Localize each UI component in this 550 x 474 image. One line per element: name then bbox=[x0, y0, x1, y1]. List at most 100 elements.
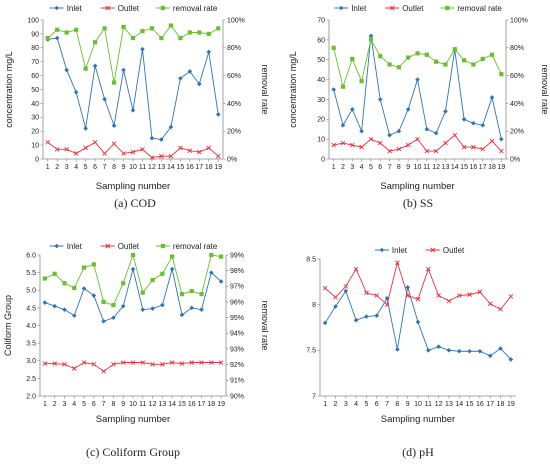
y-tick-label: 5.5 bbox=[26, 270, 36, 277]
y-tick-label: 40 bbox=[31, 101, 39, 108]
chart-caption: (d) pH bbox=[402, 445, 434, 459]
x-tick-label: 5 bbox=[369, 164, 373, 171]
x-tick-label: 6 bbox=[378, 164, 382, 171]
data-point bbox=[140, 46, 145, 52]
y-tick-label: 8 bbox=[312, 302, 316, 309]
data-point bbox=[73, 151, 79, 156]
data-point bbox=[340, 84, 346, 89]
y2-tick-label: 20% bbox=[227, 129, 241, 136]
y2-tick-label: 95% bbox=[230, 315, 244, 322]
data-point bbox=[487, 301, 493, 307]
x-tick-label: 14 bbox=[455, 401, 463, 408]
data-point bbox=[219, 254, 224, 259]
data-point bbox=[42, 300, 48, 305]
y2-tick-label: 99% bbox=[230, 252, 244, 259]
y-tick-label: 3.5 bbox=[26, 341, 36, 348]
data-point bbox=[424, 126, 430, 132]
data-point bbox=[121, 151, 126, 156]
data-point bbox=[101, 318, 106, 324]
series-line bbox=[44, 362, 222, 372]
data-point bbox=[218, 360, 224, 365]
legend-label: Inlet bbox=[351, 4, 367, 13]
series-line bbox=[333, 134, 502, 152]
data-point bbox=[121, 24, 126, 30]
y2-tick-label: 40% bbox=[227, 101, 241, 108]
legend: Inlet Outlet removal rate bbox=[49, 4, 218, 13]
data-point bbox=[477, 289, 483, 295]
legend-marker bbox=[430, 247, 436, 253]
data-point bbox=[433, 130, 439, 136]
x-tick-label: 5 bbox=[84, 164, 88, 171]
x-tick-label: 12 bbox=[432, 164, 440, 171]
y-tick-label: 0 bbox=[321, 156, 325, 163]
data-point bbox=[508, 294, 514, 299]
data-point bbox=[487, 353, 493, 359]
data-point bbox=[64, 146, 70, 152]
x-tick-label: 8 bbox=[397, 164, 401, 171]
y-tick-label: 4.5 bbox=[26, 305, 36, 312]
y-axis-label: concentration mg/L bbox=[288, 51, 298, 128]
data-point bbox=[489, 95, 495, 100]
y-tick-label: 4.0 bbox=[26, 323, 36, 330]
data-point bbox=[374, 313, 380, 318]
x-tick-label: 7 bbox=[385, 401, 389, 408]
data-point bbox=[396, 65, 401, 70]
y-tick-label: 10 bbox=[317, 137, 325, 144]
data-point bbox=[331, 87, 336, 92]
data-point bbox=[467, 292, 472, 297]
x-tick-label: 10 bbox=[414, 164, 422, 171]
data-point bbox=[443, 109, 448, 114]
data-point bbox=[446, 348, 452, 353]
data-point bbox=[405, 293, 411, 298]
data-point bbox=[368, 37, 374, 42]
x-tick-label: 2 bbox=[55, 164, 59, 171]
legend-label: Outlet bbox=[402, 4, 424, 13]
x-axis-label: Sampling number bbox=[96, 181, 170, 192]
data-point bbox=[353, 266, 359, 272]
data-point bbox=[92, 140, 98, 145]
legend-item: Outlet bbox=[425, 246, 465, 255]
y-tick-label: 7.5 bbox=[306, 348, 316, 355]
x-tick-label: 8 bbox=[112, 164, 116, 171]
data-point bbox=[446, 298, 452, 304]
x-tick-label: 2 bbox=[341, 164, 345, 171]
data-point bbox=[405, 142, 411, 148]
data-point bbox=[384, 302, 390, 307]
data-point bbox=[405, 285, 410, 290]
x-tick-label: 12 bbox=[435, 401, 443, 408]
y-tick-label: 2.0 bbox=[26, 393, 36, 400]
data-point bbox=[415, 136, 420, 142]
y-tick-label: 30 bbox=[31, 115, 39, 122]
data-point bbox=[359, 128, 364, 134]
data-point bbox=[91, 293, 97, 298]
data-point bbox=[499, 136, 504, 142]
x-tick-label: 13 bbox=[158, 164, 166, 171]
x-tick-label: 19 bbox=[214, 164, 222, 171]
x-tick-label: 3 bbox=[65, 164, 69, 171]
series-line bbox=[324, 260, 512, 310]
legend-marker bbox=[338, 5, 344, 11]
legend-item: Inlet bbox=[49, 4, 83, 13]
legend-item: removal rate bbox=[155, 4, 218, 13]
data-point bbox=[91, 361, 97, 367]
series-line bbox=[47, 24, 219, 83]
data-point bbox=[477, 348, 483, 354]
series-outlet bbox=[322, 260, 514, 312]
data-point bbox=[415, 319, 421, 325]
data-point bbox=[187, 30, 192, 35]
data-point bbox=[425, 266, 431, 272]
data-point bbox=[359, 79, 364, 84]
data-point bbox=[64, 30, 69, 35]
legend-label: removal rate bbox=[173, 4, 218, 13]
x-tick-label: 18 bbox=[207, 401, 215, 408]
x-tick-label: 19 bbox=[217, 401, 225, 408]
data-point bbox=[83, 66, 88, 71]
legend-marker bbox=[389, 5, 395, 11]
data-point bbox=[480, 56, 485, 62]
data-point bbox=[52, 303, 57, 309]
x-tick-label: 15 bbox=[178, 401, 186, 408]
data-point bbox=[216, 26, 221, 31]
x-tick-label: 14 bbox=[167, 164, 175, 171]
data-point bbox=[395, 347, 400, 352]
data-point bbox=[130, 252, 136, 258]
